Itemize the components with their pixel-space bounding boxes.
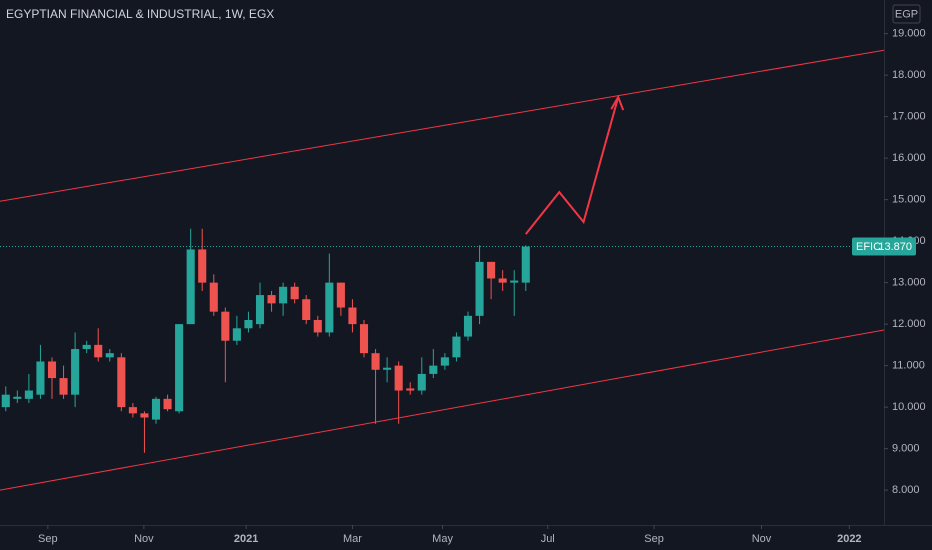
chart-title: EGYPTIAN FINANCIAL & INDUSTRIAL, 1W, EGX <box>6 7 274 21</box>
candle-body <box>521 246 530 283</box>
candle-body <box>475 261 484 316</box>
y-tick-label: 19.000 <box>892 28 926 40</box>
candle-body <box>463 315 473 337</box>
x-tick-label: 2022 <box>837 533 861 545</box>
candle-body <box>336 282 345 308</box>
x-tick-label: Jul <box>541 533 555 545</box>
candle-body <box>128 407 137 414</box>
candle-body <box>429 365 438 374</box>
candle-body <box>487 261 496 279</box>
candle-body <box>510 280 519 283</box>
candle-body <box>244 319 253 329</box>
x-tick-label: Nov <box>752 533 772 545</box>
candle-body <box>255 295 265 325</box>
price-badge <box>852 237 916 256</box>
y-tick-label: 10.000 <box>892 401 926 413</box>
candle-body <box>290 286 299 300</box>
price-value: 13.870 <box>878 241 912 253</box>
candle-body <box>383 367 392 370</box>
candle-body <box>198 249 207 283</box>
candle-body <box>498 278 507 283</box>
candle-body <box>325 282 334 333</box>
x-tick-label: Sep <box>38 533 58 545</box>
candle-body <box>24 390 33 399</box>
x-tick-label: Nov <box>134 533 154 545</box>
candle-body <box>175 324 184 412</box>
currency-box <box>892 4 921 24</box>
trend-drawing <box>524 96 620 235</box>
candle-body <box>348 307 357 325</box>
candle-body <box>140 413 149 418</box>
candle-body <box>209 282 218 312</box>
candle-body <box>105 353 114 358</box>
candle-body <box>371 353 380 370</box>
candle-body <box>47 361 57 379</box>
y-tick-label: 13.000 <box>892 277 926 289</box>
price-symbol: EFIC <box>856 241 881 253</box>
candle-body <box>406 388 415 391</box>
candle-body <box>163 398 172 410</box>
y-tick-label: 16.000 <box>892 152 926 164</box>
x-tick-label: Sep <box>644 533 664 545</box>
candle-body <box>71 349 80 395</box>
x-tick-label: Mar <box>343 533 362 545</box>
candle-body <box>452 336 461 358</box>
candle-body <box>36 361 45 395</box>
candle-body <box>313 319 322 333</box>
trend-drawing <box>0 49 884 202</box>
y-tick-label: 12.000 <box>892 318 926 330</box>
currency[interactable]: EGP <box>895 8 918 20</box>
candle-body <box>117 357 126 408</box>
candle-body <box>59 378 68 395</box>
candle-body <box>417 373 426 391</box>
candle-body <box>279 286 288 304</box>
candle-body <box>302 299 311 320</box>
candle-body <box>13 396 22 399</box>
trend-drawing <box>0 329 884 491</box>
candle-body <box>151 398 161 420</box>
candle-body <box>359 324 369 354</box>
arrow-head <box>610 94 625 111</box>
candle-body <box>232 328 241 341</box>
candle-body <box>1 394 10 408</box>
candle-body <box>82 344 91 350</box>
x-tick-label: May <box>432 533 453 545</box>
y-tick-label: 8.000 <box>892 484 920 496</box>
candle-body <box>186 249 195 325</box>
plot <box>0 49 884 491</box>
x-tick-label: 2021 <box>234 533 258 545</box>
candle-body <box>94 344 103 358</box>
candle-body <box>221 311 230 341</box>
y-tick-label: 18.000 <box>892 69 926 81</box>
y-tick-label: 17.000 <box>892 111 926 123</box>
y-tick-label: 15.000 <box>892 194 926 206</box>
y-tick-label: 11.000 <box>892 360 925 372</box>
candle-body <box>267 295 276 304</box>
candle-body <box>394 365 403 391</box>
y-tick-label: 9.000 <box>892 443 920 455</box>
candle-body <box>440 357 449 366</box>
